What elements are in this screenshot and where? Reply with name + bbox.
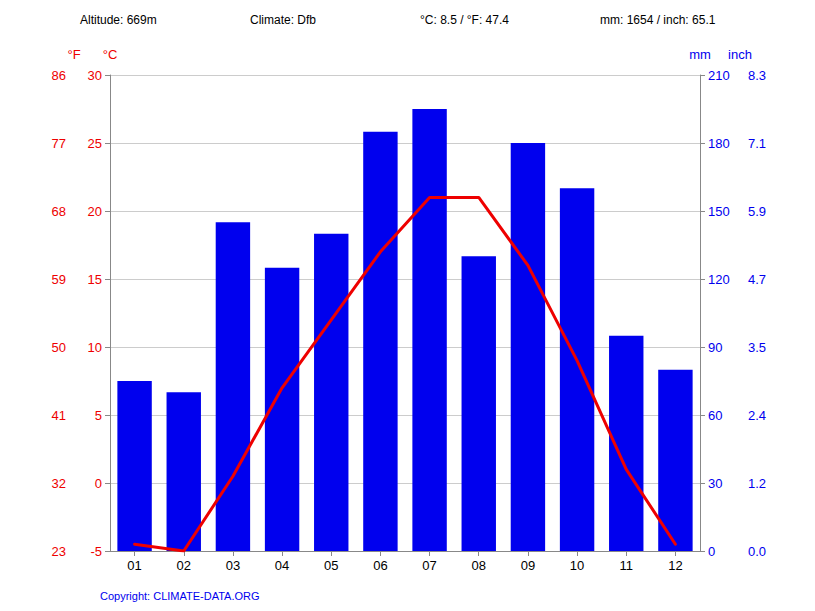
svg-text:5.9: 5.9	[748, 204, 766, 219]
svg-text:68: 68	[52, 204, 66, 219]
svg-text:50: 50	[52, 340, 66, 355]
svg-text:°F: °F	[67, 47, 80, 62]
svg-text:°C: 8.5 / °F: 47.4: °C: 8.5 / °F: 47.4	[420, 13, 509, 27]
svg-text:90: 90	[708, 340, 722, 355]
svg-text:Altitude: 669m: Altitude: 669m	[80, 13, 157, 27]
svg-text:20: 20	[88, 204, 102, 219]
svg-text:1.2: 1.2	[748, 476, 766, 491]
svg-text:inch: inch	[728, 47, 752, 62]
svg-text:12: 12	[668, 558, 682, 573]
svg-text:04: 04	[275, 558, 289, 573]
svg-text:09: 09	[521, 558, 535, 573]
svg-text:°C: °C	[103, 47, 118, 62]
svg-text:4.7: 4.7	[748, 272, 766, 287]
svg-text:0: 0	[95, 476, 102, 491]
svg-text:210: 210	[708, 68, 730, 83]
svg-text:30: 30	[88, 68, 102, 83]
svg-text:07: 07	[422, 558, 436, 573]
svg-text:01: 01	[127, 558, 141, 573]
svg-text:23: 23	[52, 544, 66, 559]
svg-text:11: 11	[620, 558, 634, 573]
svg-text:8.3: 8.3	[748, 68, 766, 83]
svg-text:30: 30	[708, 476, 722, 491]
svg-text:77: 77	[52, 136, 66, 151]
svg-text:32: 32	[52, 476, 66, 491]
svg-text:02: 02	[177, 558, 191, 573]
svg-text:10: 10	[570, 558, 584, 573]
svg-text:60: 60	[708, 408, 722, 423]
svg-text:Climate: Dfb: Climate: Dfb	[250, 13, 316, 27]
svg-text:-5: -5	[90, 544, 102, 559]
svg-text:10: 10	[88, 340, 102, 355]
svg-text:0: 0	[708, 544, 715, 559]
svg-text:06: 06	[373, 558, 387, 573]
svg-text:120: 120	[708, 272, 730, 287]
svg-text:Copyright: CLIMATE-DATA.ORG: Copyright: CLIMATE-DATA.ORG	[100, 590, 260, 602]
svg-text:25: 25	[88, 136, 102, 151]
svg-text:mm: 1654 / inch: 65.1: mm: 1654 / inch: 65.1	[600, 13, 716, 27]
svg-text:03: 03	[226, 558, 240, 573]
svg-text:08: 08	[472, 558, 486, 573]
svg-text:0.0: 0.0	[748, 544, 766, 559]
svg-text:mm: mm	[689, 47, 711, 62]
svg-text:7.1: 7.1	[748, 136, 766, 151]
svg-text:15: 15	[88, 272, 102, 287]
svg-text:180: 180	[708, 136, 730, 151]
svg-text:3.5: 3.5	[748, 340, 766, 355]
svg-text:05: 05	[324, 558, 338, 573]
svg-text:5: 5	[95, 408, 102, 423]
svg-text:2.4: 2.4	[748, 408, 766, 423]
svg-text:59: 59	[52, 272, 66, 287]
svg-text:86: 86	[52, 68, 66, 83]
svg-text:41: 41	[52, 408, 66, 423]
svg-text:150: 150	[708, 204, 730, 219]
